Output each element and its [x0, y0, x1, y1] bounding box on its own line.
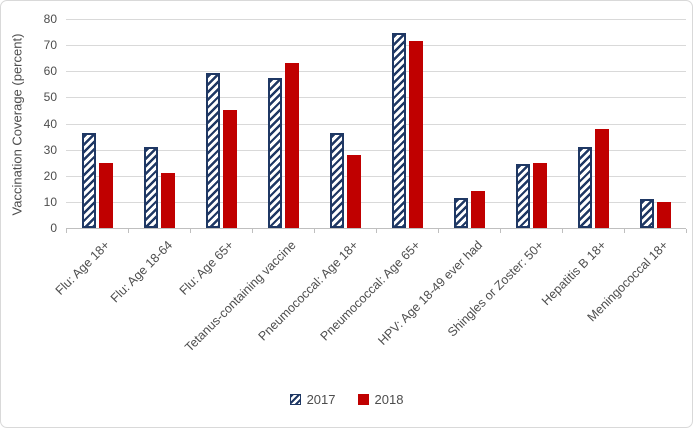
- bar-2017-6: [454, 198, 468, 228]
- bar-2018-1: [161, 173, 175, 228]
- gridline-20: [66, 175, 686, 177]
- bar-2018-0: [99, 163, 113, 228]
- legend-label-2018: 2018: [374, 392, 404, 407]
- y-tick-label-70: 70: [43, 38, 57, 53]
- category-label-5: Pneumococcal: Age 65+: [317, 238, 423, 344]
- legend-item-2017: 2017: [289, 392, 336, 407]
- category-label-8: Hepatitis B 18+: [538, 238, 609, 309]
- y-tick-label-40: 40: [43, 116, 57, 131]
- category-label-2: Flu: Age 65+: [177, 238, 237, 298]
- gridline-50: [66, 97, 686, 99]
- category-label-3: Tetanus-containing vaccine: [182, 238, 299, 355]
- gridline-70: [66, 45, 686, 47]
- y-tick-label-50: 50: [43, 90, 57, 105]
- bar-2017-0: [82, 133, 96, 228]
- bar-2017-9: [640, 199, 654, 228]
- x-axis-tick-2: [190, 229, 191, 233]
- y-tick-label-60: 60: [43, 64, 57, 79]
- bar-2018-4: [347, 155, 361, 228]
- bar-2017-3: [268, 78, 282, 228]
- legend-swatch-2017-hatched-icon: [289, 394, 301, 405]
- y-tick-label-10: 10: [43, 194, 57, 209]
- gridline-60: [66, 71, 686, 73]
- category-label-0: Flu: Age 18+: [53, 238, 113, 298]
- gridline-80: [66, 19, 686, 20]
- bar-2018-2: [223, 110, 237, 228]
- bar-2018-6: [471, 191, 485, 228]
- bar-2017-8: [578, 147, 592, 228]
- x-axis-tick-0: [66, 229, 67, 233]
- bar-2017-4: [330, 133, 344, 228]
- bar-2018-8: [595, 129, 609, 228]
- x-axis-line: [66, 228, 686, 229]
- bar-2018-7: [533, 163, 547, 228]
- bar-2018-5: [409, 41, 423, 228]
- y-tick-label-0: 0: [50, 221, 57, 235]
- bar-2017-1: [144, 147, 158, 228]
- y-tick-label-80: 80: [43, 12, 57, 26]
- legend-swatch-2018-solid-icon: [357, 394, 369, 405]
- legend-item-2018: 2018: [357, 392, 404, 407]
- legend: 2017 2018: [1, 392, 692, 407]
- x-axis-tick-4: [314, 229, 315, 233]
- x-axis-tick-5: [376, 229, 377, 233]
- bar-2017-7: [516, 164, 530, 228]
- x-axis-tick-6: [438, 229, 439, 233]
- x-axis-tick-9: [624, 229, 625, 233]
- y-tick-label-20: 20: [43, 168, 57, 183]
- gridline-30: [66, 149, 686, 151]
- y-tick-label-30: 30: [43, 142, 57, 157]
- plot-area: [66, 19, 686, 228]
- gridline-10: [66, 201, 686, 203]
- x-axis-tick-3: [252, 229, 253, 233]
- x-axis-tick-1: [128, 229, 129, 233]
- x-axis-tick-7: [500, 229, 501, 233]
- x-axis-tick-8: [562, 229, 563, 233]
- bar-2018-3: [285, 63, 299, 228]
- bar-2018-9: [657, 202, 671, 228]
- category-label-6: HPV: Age 18-49 ever had: [375, 238, 485, 348]
- category-label-1: Flu: Age 18-64: [107, 238, 175, 306]
- bar-2017-5: [392, 33, 406, 228]
- x-axis-tick-10: [686, 229, 687, 233]
- legend-label-2017: 2017: [306, 392, 336, 407]
- bar-2017-2: [206, 73, 220, 228]
- gridline-40: [66, 123, 686, 125]
